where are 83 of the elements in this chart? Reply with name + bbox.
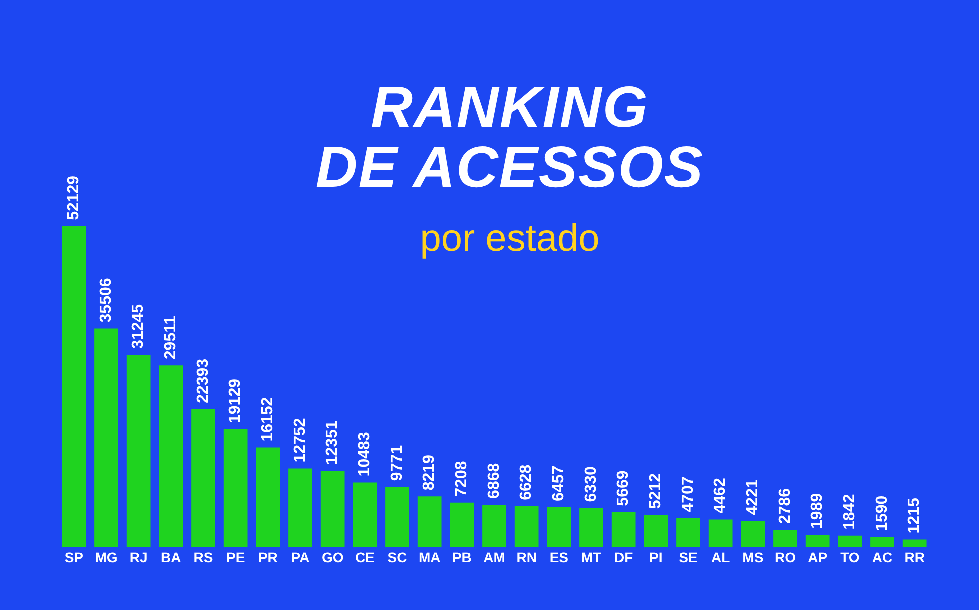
data-label: 6330 bbox=[582, 466, 600, 502]
data-label: 5669 bbox=[615, 470, 632, 506]
data-label: 1215 bbox=[906, 498, 924, 534]
bar bbox=[547, 507, 572, 548]
bar bbox=[514, 506, 539, 548]
data-label: 35506 bbox=[98, 278, 115, 323]
x-tick-label: AM bbox=[484, 549, 506, 566]
bar bbox=[288, 468, 312, 548]
data-label: 22393 bbox=[194, 358, 212, 404]
data-label: 1989 bbox=[809, 493, 826, 529]
x-tick-label: SE bbox=[679, 549, 698, 566]
chart-subtitle: por estado bbox=[419, 218, 601, 261]
data-label: 12752 bbox=[292, 418, 309, 463]
bar bbox=[159, 366, 184, 548]
x-tick-label: DF bbox=[614, 549, 634, 566]
x-tick-label: TO bbox=[840, 549, 860, 566]
data-label: 5212 bbox=[648, 473, 665, 510]
x-tick-label: MA bbox=[418, 549, 441, 566]
data-label: 16152 bbox=[260, 397, 277, 442]
x-tick-label: RJ bbox=[130, 549, 148, 566]
data-label: 19129 bbox=[227, 378, 244, 424]
x-tick-label: RS bbox=[194, 549, 214, 566]
x-tick-label: MG bbox=[95, 549, 118, 566]
x-tick-label: RN bbox=[516, 549, 537, 566]
bar bbox=[62, 226, 86, 548]
x-tick-label: BA bbox=[161, 549, 182, 566]
bar bbox=[320, 471, 345, 548]
x-tick-label: SC bbox=[388, 549, 408, 566]
bar bbox=[806, 534, 830, 548]
x-tick-label: ES bbox=[550, 549, 569, 566]
data-label: 4221 bbox=[744, 480, 762, 516]
bar bbox=[870, 537, 894, 548]
bar bbox=[450, 502, 474, 548]
x-tick-label: GO bbox=[322, 549, 344, 566]
data-label: 12351 bbox=[324, 420, 342, 466]
x-tick-label: PB bbox=[452, 549, 472, 566]
data-label: 6628 bbox=[518, 464, 536, 500]
data-label: 4462 bbox=[712, 478, 730, 514]
bar bbox=[838, 536, 862, 548]
data-label: 2786 bbox=[776, 488, 794, 524]
bar bbox=[386, 487, 410, 548]
bar bbox=[353, 482, 378, 548]
chart-title: RANKING DE ACESSOS bbox=[314, 75, 706, 200]
x-tick-label: MT bbox=[581, 549, 602, 566]
data-label: 10483 bbox=[356, 432, 374, 477]
x-tick-label: AC bbox=[872, 549, 893, 566]
bar bbox=[224, 429, 248, 548]
data-label: 52129 bbox=[66, 176, 83, 220]
bar bbox=[126, 354, 151, 548]
data-label: 1842 bbox=[842, 494, 859, 530]
bar bbox=[902, 540, 927, 548]
bar bbox=[418, 496, 442, 548]
x-tick-label: CE bbox=[355, 549, 375, 566]
bar bbox=[644, 515, 668, 548]
bar bbox=[94, 328, 118, 548]
bar bbox=[580, 508, 604, 548]
x-tick-label: AL bbox=[711, 549, 731, 566]
data-label: 6457 bbox=[550, 466, 568, 502]
x-tick-label: PI bbox=[650, 549, 663, 566]
x-tick-label: AP bbox=[808, 549, 828, 566]
data-label: 1590 bbox=[874, 496, 891, 532]
bar bbox=[708, 520, 733, 548]
bar bbox=[192, 409, 216, 548]
x-tick-label: PR bbox=[258, 549, 278, 566]
x-tick-label: RO bbox=[775, 549, 796, 566]
x-tick-label: PA bbox=[291, 549, 310, 566]
data-label: 6868 bbox=[486, 463, 503, 499]
x-tick-label: MS bbox=[742, 549, 764, 566]
bar bbox=[482, 504, 506, 548]
data-label: 8219 bbox=[421, 454, 438, 491]
data-label: 9771 bbox=[388, 445, 406, 482]
bar bbox=[676, 518, 700, 548]
x-tick-label: SP bbox=[64, 549, 84, 566]
bar bbox=[774, 530, 798, 548]
x-tick-label: PE bbox=[226, 549, 246, 566]
data-label: 7208 bbox=[454, 461, 471, 497]
x-tick-label: RR bbox=[904, 549, 925, 566]
data-label: 29511 bbox=[162, 316, 180, 360]
bar bbox=[612, 512, 636, 548]
bar bbox=[741, 521, 766, 548]
bar bbox=[256, 448, 280, 548]
data-label: 31245 bbox=[130, 304, 148, 349]
data-label: 4707 bbox=[680, 476, 697, 512]
